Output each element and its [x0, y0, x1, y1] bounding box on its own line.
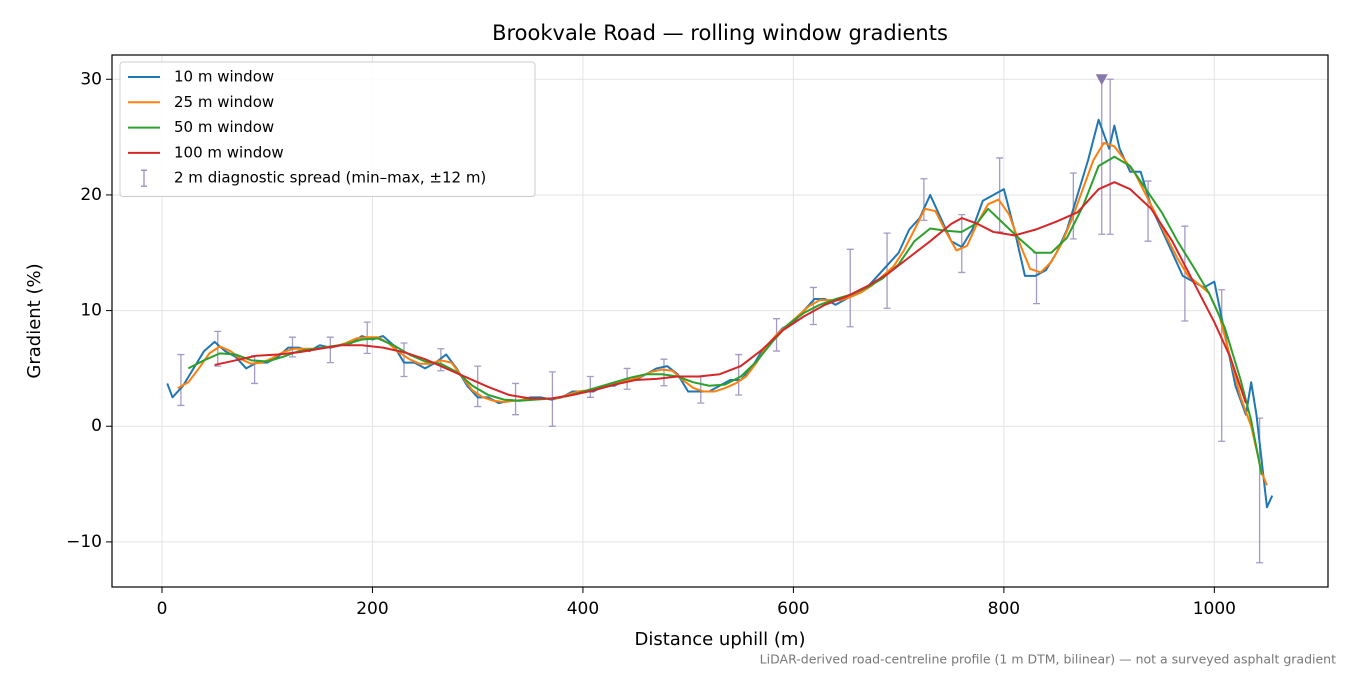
error-bar [809, 286, 817, 326]
plot-frame [111, 54, 1329, 588]
x-axis-label: Distance uphill (m) [635, 629, 806, 650]
y-tick-label: −10 [66, 532, 102, 552]
error-bar [177, 353, 185, 407]
legend-label: 50 m window [174, 118, 274, 136]
error-bar [735, 353, 743, 396]
error-bar [512, 382, 520, 416]
peak-marker [1095, 74, 1108, 86]
error-bar [586, 375, 594, 398]
error-bar [883, 232, 891, 309]
error-bar [660, 358, 668, 387]
error-bar [958, 213, 966, 274]
series-line [214, 181, 1247, 404]
error-bar [1181, 225, 1189, 322]
error-bar [474, 365, 482, 408]
legend-box [119, 61, 536, 197]
x-tick-label: 400 [567, 599, 599, 619]
x-tick-label: 0 [157, 599, 168, 619]
series-line [187, 155, 1263, 476]
y-axis-label: Gradient (%) [24, 263, 45, 378]
y-tick-label: 10 [80, 301, 102, 321]
legend-label: 25 m window [174, 93, 274, 111]
legend-label: 2 m diagnostic spread (min–max, ±12 m) [174, 169, 486, 187]
error-bar [326, 336, 334, 364]
chart-title: Brookvale Road — rolling window gradient… [492, 21, 948, 45]
x-tick-label: 800 [988, 599, 1020, 619]
legend-label: 100 m window [174, 143, 284, 161]
x-tick-label: 600 [777, 599, 809, 619]
y-tick-label: 20 [80, 185, 102, 205]
legend: 10 m window 25 m window 50 m window 100 m w… [119, 61, 536, 197]
legend-swatch [141, 169, 147, 187]
error-bar [1106, 78, 1114, 235]
series-line [177, 141, 1268, 486]
y-tick-label: 0 [91, 416, 102, 436]
legend-label: 10 m window [174, 68, 274, 86]
error-bar [846, 248, 854, 328]
x-tick-label: 1000 [1193, 599, 1236, 619]
y-tick-label: 30 [80, 69, 102, 89]
error-bar [400, 342, 408, 378]
error-bar [920, 178, 928, 222]
footnote: LiDAR-derived road-centreline profile (1… [760, 652, 1336, 667]
x-tick-label: 200 [356, 599, 388, 619]
